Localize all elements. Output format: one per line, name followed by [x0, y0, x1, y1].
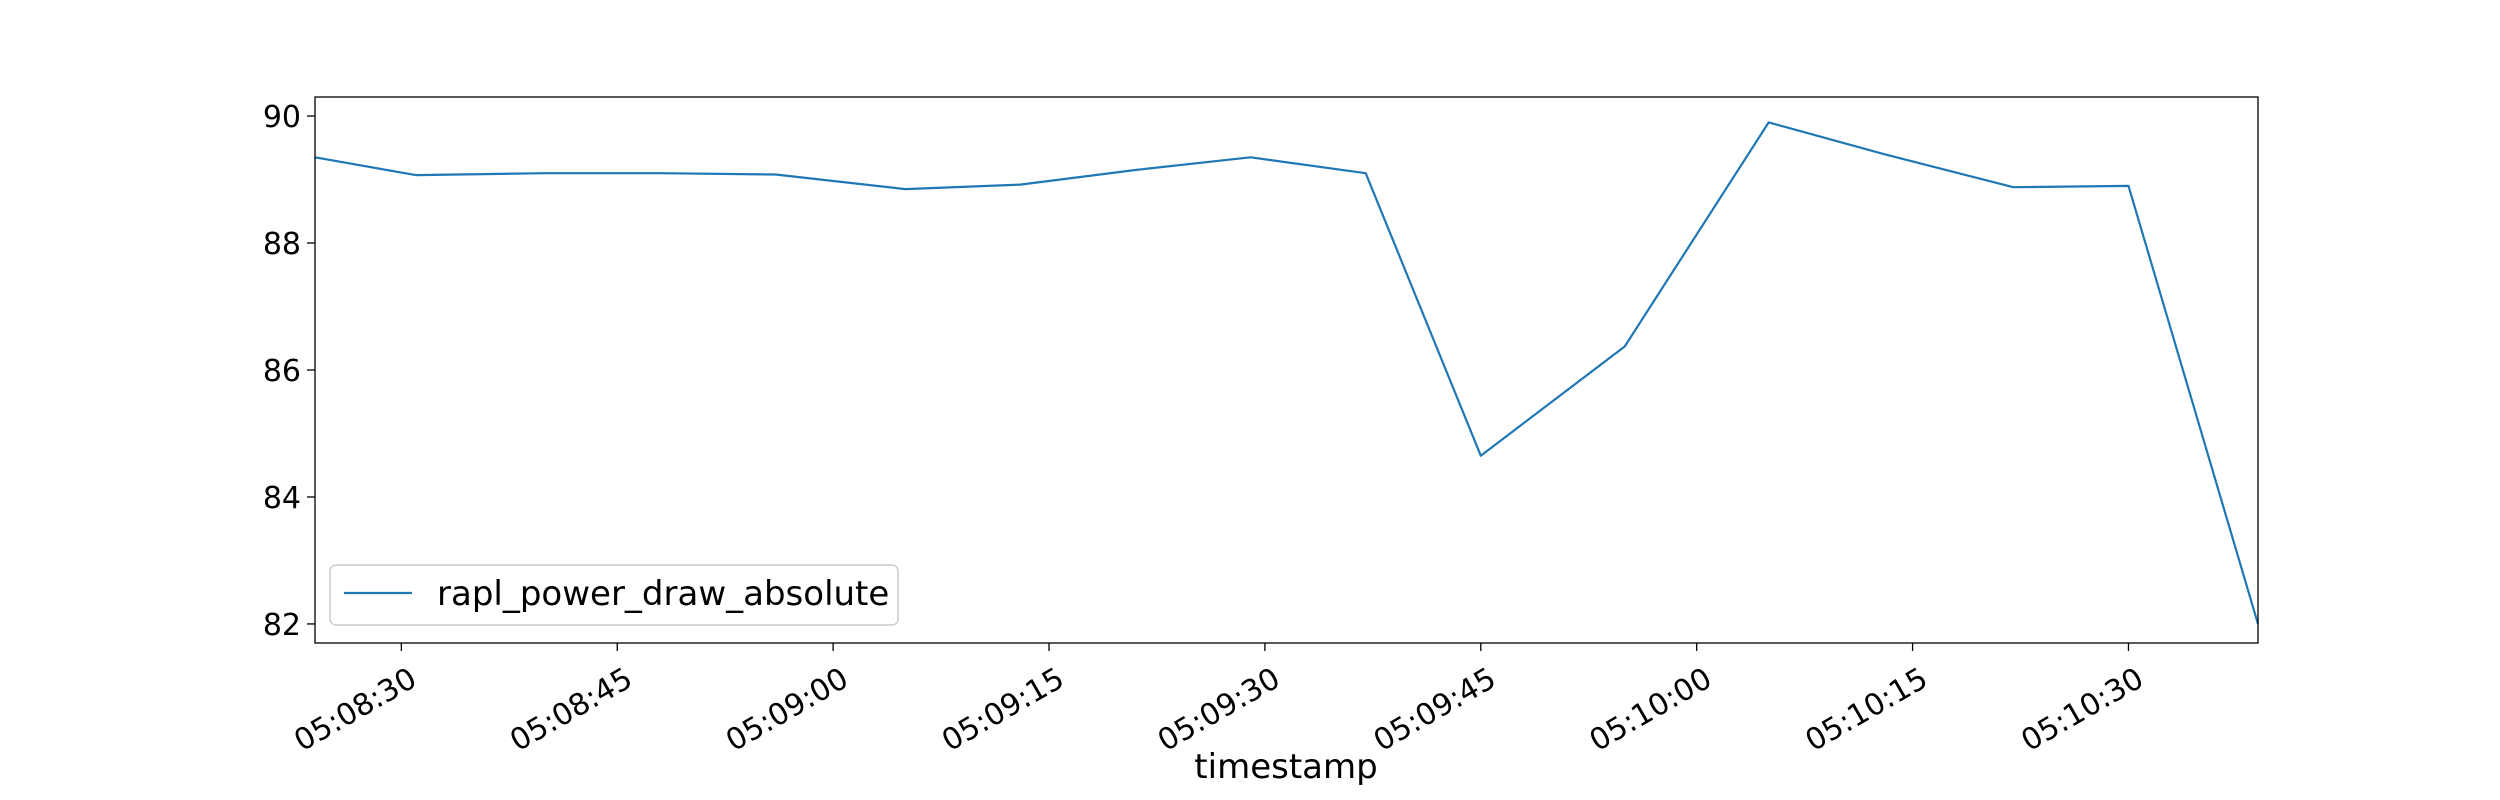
y-axis: 82 84 86 88 90: [263, 100, 315, 643]
x-tick-label: 05:10:15: [1800, 661, 1934, 759]
x-tick-label: 05:10:30: [2016, 661, 2150, 759]
legend-box: [329, 564, 899, 626]
y-tick-label: 82: [263, 608, 301, 643]
y-tick-label: 90: [263, 100, 301, 135]
y-tick-label: 86: [263, 354, 301, 389]
x-tick-label: 05:10:00: [1584, 661, 1718, 759]
x-tick-label: 05:09:15: [936, 661, 1070, 759]
series-line-0: [314, 121, 2260, 625]
legend-label: rapl_power_draw_absolute: [437, 574, 889, 614]
x-axis: 05:08:30 05:08:45 05:09:00 05:09:15 05:09:30…: [288, 643, 2150, 759]
x-tick-label: 05:09:45: [1368, 661, 1502, 759]
x-tick-label: 05:09:30: [1152, 661, 1286, 759]
x-axis-label: timestamp: [1194, 747, 1377, 787]
y-tick-label: 84: [263, 481, 301, 516]
plot-frame: [314, 96, 2259, 644]
legend: rapl_power_draw_absolute: [329, 564, 899, 626]
y-tick-label: 88: [263, 227, 301, 262]
x-tick-label: 05:09:00: [720, 661, 854, 759]
plot-area: [314, 121, 2260, 625]
x-tick-label: 05:08:45: [504, 661, 638, 759]
x-tick-label: 05:08:30: [288, 661, 422, 759]
